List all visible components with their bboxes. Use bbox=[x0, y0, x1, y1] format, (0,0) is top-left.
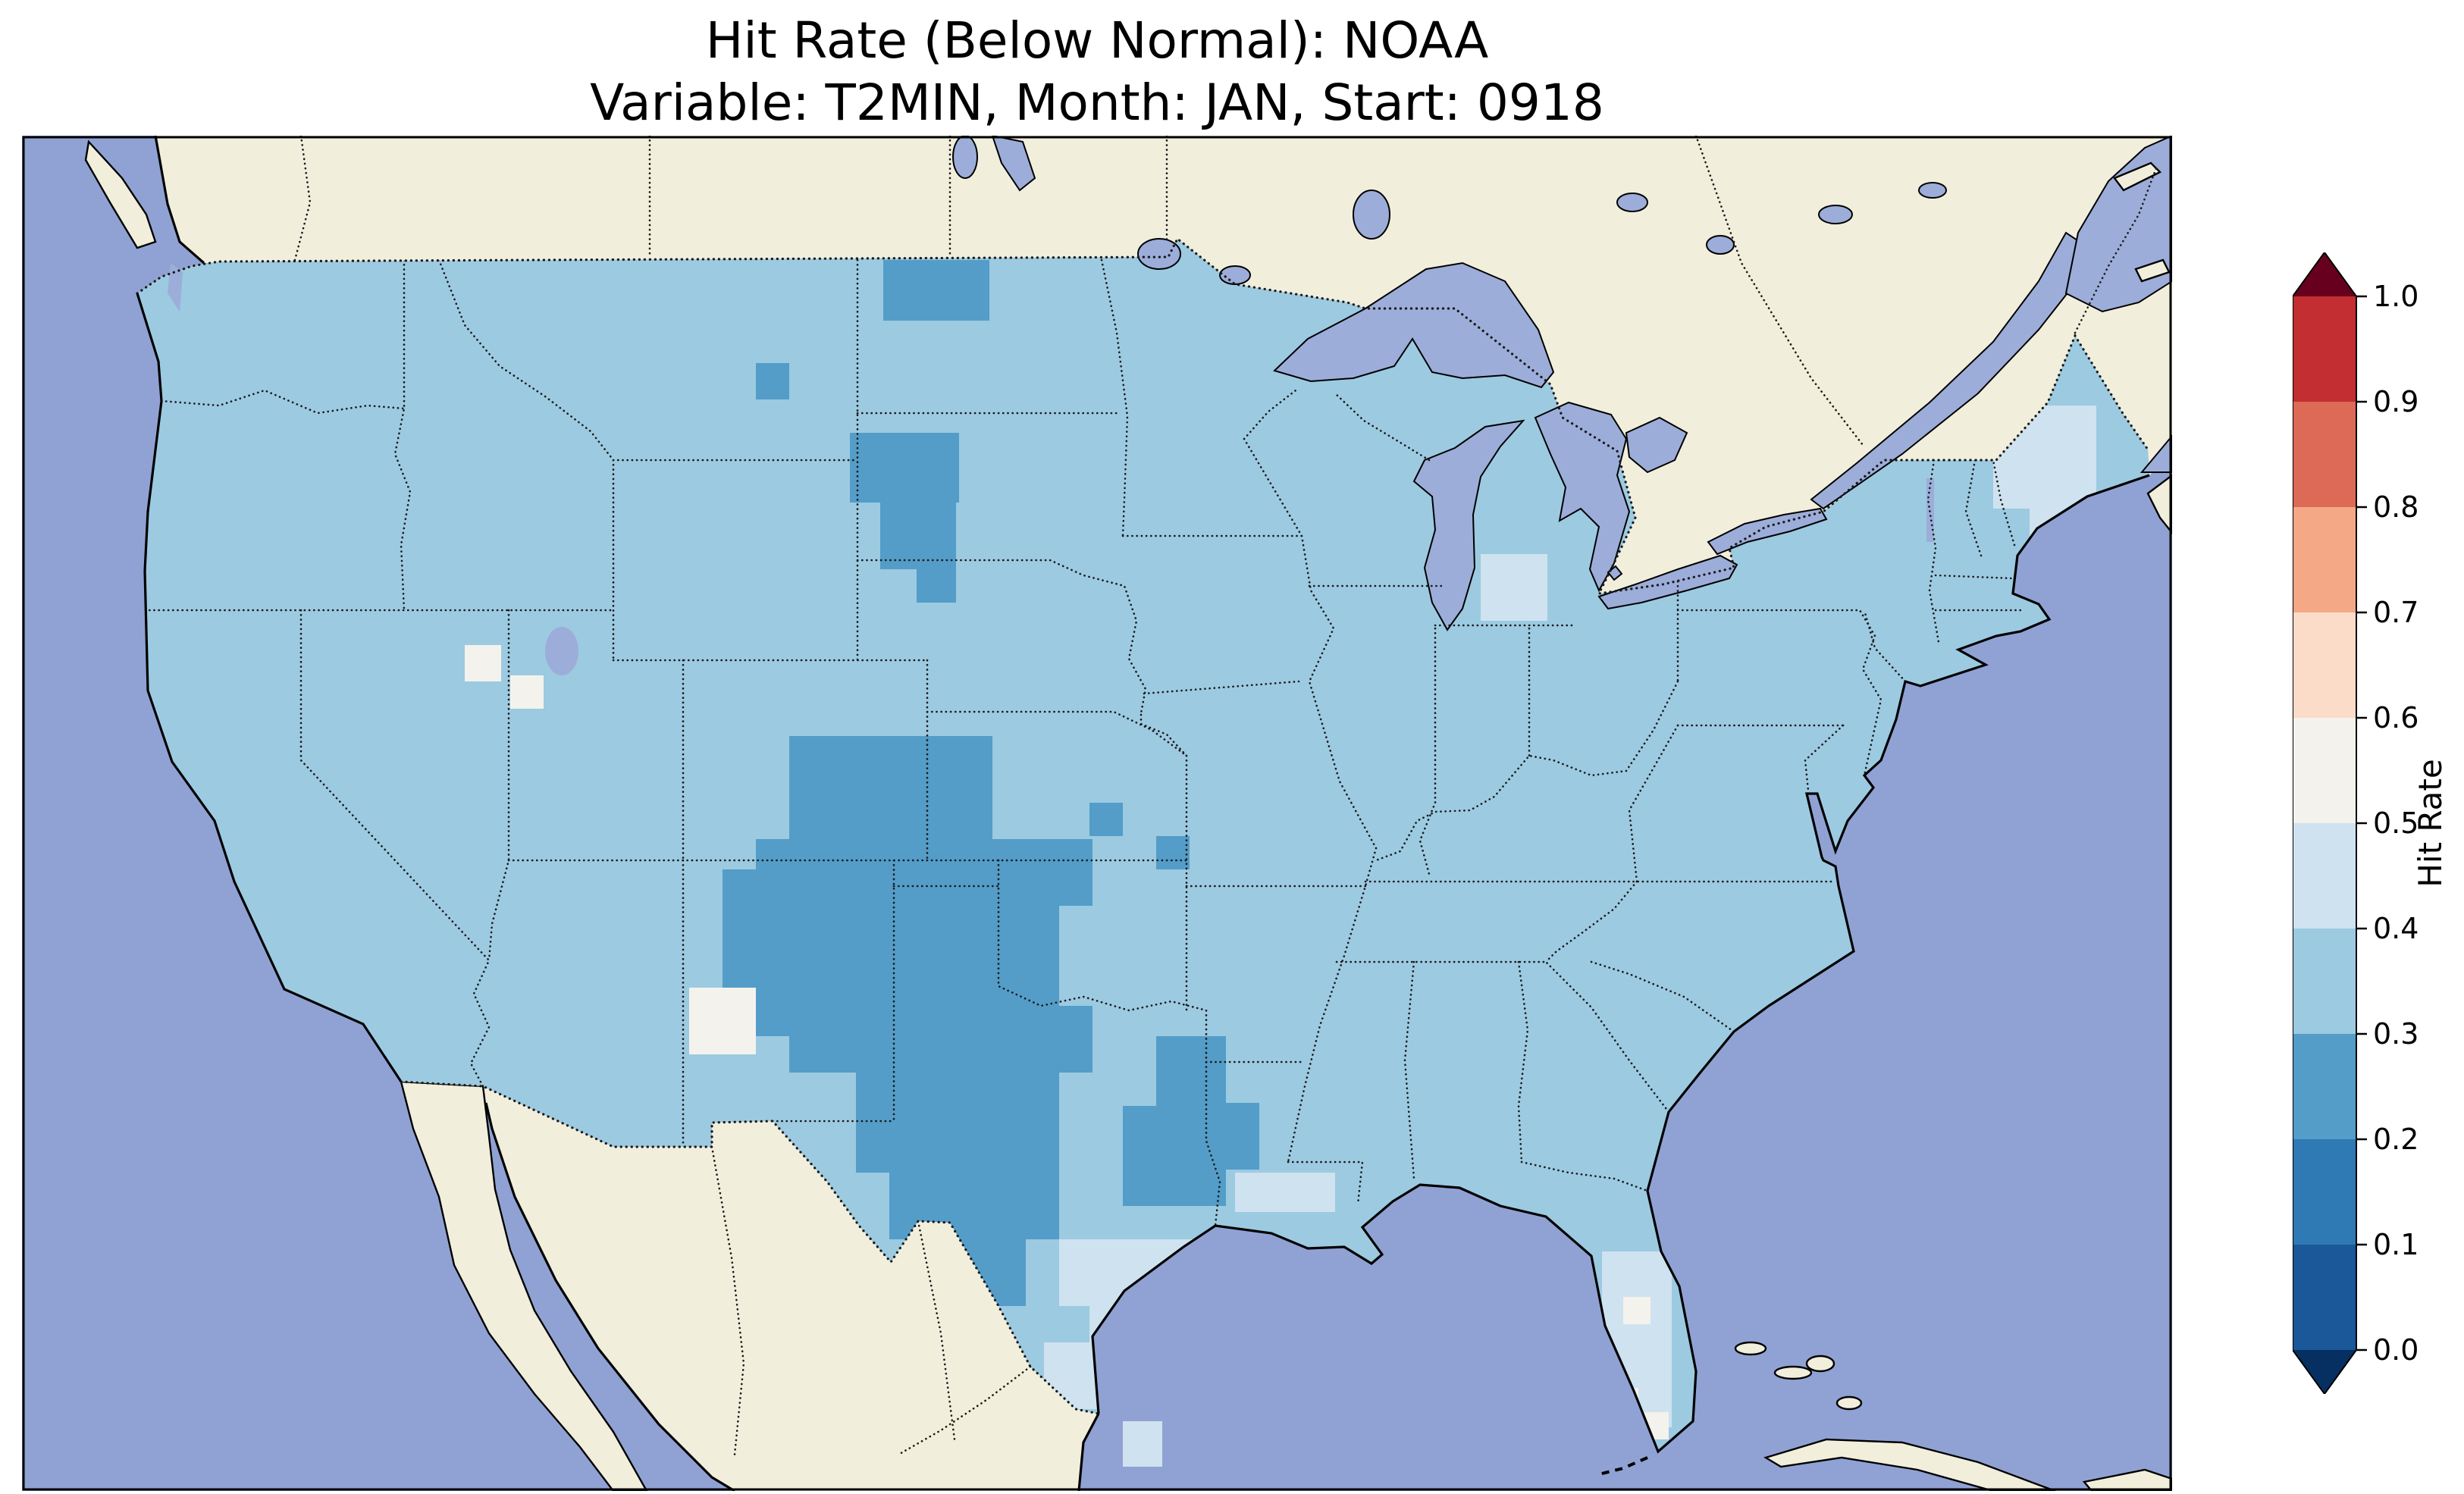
colorbar-segment bbox=[2293, 718, 2356, 823]
figure-title: Hit Rate (Below Normal): NOAA bbox=[705, 11, 1489, 70]
lake-of-the-woods bbox=[1137, 238, 1181, 270]
quebec-lake-4 bbox=[1918, 182, 1947, 199]
great-salt-lake bbox=[545, 627, 578, 675]
data-cell-scattered-dark-cells bbox=[1156, 836, 1190, 869]
us-state-borders bbox=[143, 258, 2022, 1227]
mexico-state-borders bbox=[710, 1145, 1032, 1456]
colorbar-tick-label: 0.4 bbox=[2373, 912, 2419, 945]
colorbar-ticks: 1.0 0.9 0.8 0.7 0.6 0.5 0.4 0.3 0.2 0.1 0.0 bbox=[2356, 280, 2419, 1367]
coastlines bbox=[136, 135, 2150, 1492]
data-cell-scattered-dark-cells bbox=[1089, 803, 1123, 836]
data-cell-south-dakota-patch bbox=[917, 569, 956, 603]
colorbar-tick-label: 0.7 bbox=[2373, 596, 2419, 629]
gulf-atlantic-coastline bbox=[1091, 474, 2150, 1454]
data-cell-south-dakota-patch bbox=[850, 433, 959, 503]
lake-huron bbox=[1534, 401, 1631, 593]
colorbar-segments bbox=[2293, 296, 2356, 1350]
colorbar-tick-label: 0.2 bbox=[2373, 1123, 2419, 1156]
colorbar-segment bbox=[2293, 507, 2356, 612]
colorbar-extend-below-triangle bbox=[2293, 1350, 2356, 1394]
florida-keys bbox=[1598, 1456, 1648, 1476]
data-cell-central-plains-cluster bbox=[856, 1073, 1059, 1173]
bahamas-island-2 bbox=[1773, 1365, 1813, 1380]
data-cell-east-texas-louisiana-patch bbox=[1226, 1103, 1259, 1170]
colorbar-segment bbox=[2293, 402, 2356, 507]
colorbar-segment bbox=[2293, 296, 2356, 402]
data-cell-new-mexico-patch bbox=[689, 988, 756, 1054]
colorbar-segment bbox=[2293, 1034, 2356, 1139]
canada-landmass bbox=[155, 136, 2172, 594]
conus-data-base bbox=[137, 239, 2149, 1452]
us-mexico-border bbox=[400, 1080, 1100, 1415]
lake-superior bbox=[1273, 262, 1555, 389]
us-canada-border bbox=[136, 236, 2149, 596]
lake-champlain bbox=[1926, 478, 1934, 542]
lake-manitoba bbox=[952, 135, 978, 179]
data-cell-montana-cell bbox=[756, 363, 789, 399]
data-cell-mexico-coast-stray-cells bbox=[1123, 1421, 1162, 1467]
mexico-coastlines bbox=[484, 1102, 1100, 1492]
data-cell-louisiana-coast-patch bbox=[1235, 1173, 1335, 1212]
admin-borders bbox=[136, 134, 2158, 1456]
georgian-bay bbox=[1625, 416, 1688, 474]
bahamas-island-1 bbox=[1734, 1341, 1767, 1356]
colorbar-svg: 1.0 0.9 0.8 0.7 0.6 0.5 0.4 0.3 0.2 0.1 0.0 Hit Ra… bbox=[2292, 251, 2449, 1395]
data-cell-central-plains-cluster bbox=[1059, 839, 1092, 906]
data-cell-florida-white-cells bbox=[1623, 1297, 1651, 1324]
data-cell-north-dakota-patch bbox=[883, 260, 989, 321]
mexico-landmass bbox=[483, 1086, 1099, 1491]
st-lawrence-river bbox=[1810, 231, 2086, 510]
colorbar-tick-label: 0.3 bbox=[2373, 1017, 2419, 1051]
colorbar-segment bbox=[2293, 1139, 2356, 1245]
data-cell-central-plains-cluster bbox=[1059, 1006, 1092, 1073]
colorbar-tick-label: 0.8 bbox=[2373, 490, 2419, 524]
lake-michigan bbox=[1412, 419, 1525, 631]
colorbar-tick-label: 1.0 bbox=[2373, 280, 2419, 313]
colorbar-segment bbox=[2293, 823, 2356, 929]
colorbar-segment bbox=[2293, 612, 2356, 718]
colorbar-tick-label: 0.1 bbox=[2373, 1228, 2419, 1261]
data-cell-nevada-cells bbox=[465, 645, 501, 681]
lake-winnipeg bbox=[991, 134, 1036, 192]
data-cell-nevada-cells bbox=[510, 675, 544, 709]
colorbar-extend-above-triangle bbox=[2293, 252, 2356, 296]
quebec-lake-2 bbox=[1706, 235, 1735, 255]
prince-edward-island bbox=[2134, 258, 2171, 283]
bahamas-island-4 bbox=[1805, 1355, 1835, 1373]
data-cell-central-plains-cluster bbox=[756, 839, 1059, 973]
hit-rate-grid-cells-unclipped bbox=[1123, 1421, 1162, 1467]
lake-st-clair bbox=[1607, 565, 1623, 581]
quebec-lake-3 bbox=[1818, 205, 1853, 224]
map-svg bbox=[22, 134, 2174, 1492]
puget-sound bbox=[168, 263, 183, 312]
pacific-coastline bbox=[136, 293, 403, 1082]
colorbar-tick-label: 0.0 bbox=[2373, 1333, 2419, 1367]
quebec-lake-1 bbox=[1616, 193, 1648, 212]
anticosti-island bbox=[2113, 161, 2162, 192]
colorbar-tick-label: 0.5 bbox=[2373, 807, 2419, 840]
colorbar-tick-label: 0.6 bbox=[2373, 701, 2419, 734]
data-cell-south-dakota-patch bbox=[880, 503, 956, 569]
data-cell-michigan-cells bbox=[1481, 554, 1547, 621]
canada-province-borders bbox=[293, 134, 2158, 446]
map-frame bbox=[22, 136, 2172, 1491]
lake-ontario bbox=[1707, 507, 1828, 556]
figure-subtitle: Variable: T2MIN, Month: JAN, Start: 0918 bbox=[590, 74, 1604, 132]
map-panel bbox=[22, 134, 2174, 1492]
data-cell-central-plains-cluster bbox=[789, 973, 1059, 1073]
colorbar-segment bbox=[2293, 1245, 2356, 1350]
lake-nipigon bbox=[1353, 189, 1390, 240]
data-cell-east-texas-louisiana-patch bbox=[1123, 1106, 1159, 1206]
canada-west-coastline bbox=[154, 135, 205, 265]
colorbar-panel: 1.0 0.9 0.8 0.7 0.6 0.5 0.4 0.3 0.2 0.1 0.0 Hit Ra… bbox=[2292, 251, 2452, 1395]
colorbar-tick-label: 0.9 bbox=[2373, 385, 2419, 418]
rainy-lake bbox=[1219, 265, 1251, 285]
vancouver-island bbox=[84, 139, 157, 249]
bahamas-island-3 bbox=[1835, 1395, 1863, 1411]
data-cell-central-plains-cluster bbox=[789, 736, 992, 839]
data-cell-east-texas-louisiana-patch bbox=[1156, 1036, 1226, 1206]
colorbar-segment bbox=[2293, 929, 2356, 1034]
colorbar-label: Hit Rate bbox=[2412, 759, 2449, 887]
